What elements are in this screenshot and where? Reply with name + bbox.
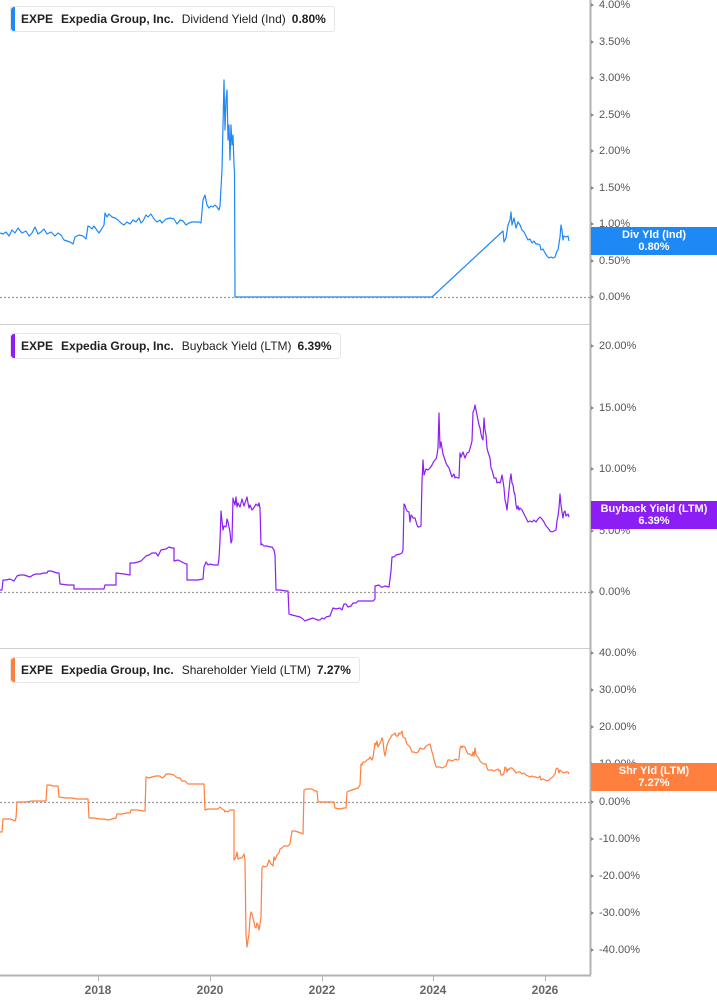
legend-dividend-yield: EXPE Expedia Group, Inc. Dividend Yield … xyxy=(10,6,335,32)
y-tick-label: 10.00% xyxy=(599,463,637,475)
company-name: Expedia Group, Inc. xyxy=(61,339,174,353)
y-tick-label: 3.00% xyxy=(599,72,631,84)
metric-value: 6.39% xyxy=(297,339,332,353)
tag-label: Shr Yld (LTM) xyxy=(618,765,690,777)
y-tick-label: 15.00% xyxy=(599,402,637,414)
y-tick-label: 0.00% xyxy=(599,291,631,303)
series-color-swatch xyxy=(11,334,15,358)
series-color-swatch xyxy=(11,7,15,31)
metric-name: Shareholder Yield (LTM) xyxy=(181,663,311,677)
series-color-swatch xyxy=(11,658,15,682)
tag-value: 6.39% xyxy=(638,515,670,527)
y-tick-label: 40.00% xyxy=(599,647,637,659)
x-tick-label: 2026 xyxy=(531,983,559,997)
last-value-tag-dividend: Div Yld (Ind) 0.80% xyxy=(591,227,717,255)
y-tick-label: 30.00% xyxy=(599,684,637,696)
ticker: EXPE xyxy=(21,12,54,26)
tag-label: Div Yld (Ind) xyxy=(622,229,686,241)
y-tick-label: -20.00% xyxy=(599,870,640,882)
company-name: Expedia Group, Inc. xyxy=(61,12,174,26)
dividend-yield-line xyxy=(0,79,570,298)
y-tick-marks xyxy=(591,3,594,952)
tag-value: 0.80% xyxy=(638,241,670,253)
ticker: EXPE xyxy=(21,663,54,677)
company-name: Expedia Group, Inc. xyxy=(61,663,174,677)
metric-name: Buyback Yield (LTM) xyxy=(181,339,292,353)
tag-value: 7.27% xyxy=(638,777,670,789)
shareholder-yield-line xyxy=(0,730,570,948)
metric-value: 0.80% xyxy=(291,12,326,26)
tag-label: Buyback Yield (LTM) xyxy=(600,503,708,515)
y-tick-label: -10.00% xyxy=(599,833,640,845)
y-tick-label: 3.50% xyxy=(599,36,631,48)
x-tick-label: 2018 xyxy=(84,983,112,997)
x-tick-label: 2020 xyxy=(196,983,224,997)
last-value-tag-buyback: Buyback Yield (LTM) 6.39% xyxy=(591,501,717,529)
y-tick-label: 0.50% xyxy=(599,255,631,267)
x-tick-label: 2022 xyxy=(308,983,336,997)
ticker: EXPE xyxy=(21,339,54,353)
legend-buyback-yield: EXPE Expedia Group, Inc. Buyback Yield (… xyxy=(10,333,341,359)
metric-name: Dividend Yield (Ind) xyxy=(181,12,286,26)
buyback-yield-line xyxy=(0,404,570,622)
x-tick-label: 2024 xyxy=(419,983,447,997)
y-tick-label: -40.00% xyxy=(599,944,640,956)
y-tick-label: 4.00% xyxy=(599,0,631,11)
y-tick-label: 2.00% xyxy=(599,145,631,157)
y-tick-label: 20.00% xyxy=(599,721,637,733)
y-tick-label: 20.00% xyxy=(599,340,637,352)
last-value-tag-shareholder: Shr Yld (LTM) 7.27% xyxy=(591,763,717,791)
y-tick-label: 1.50% xyxy=(599,182,631,194)
x-ticks xyxy=(98,975,546,981)
legend-shareholder-yield: EXPE Expedia Group, Inc. Shareholder Yie… xyxy=(10,657,360,683)
metric-value: 7.27% xyxy=(316,663,351,677)
y-tick-label: -30.00% xyxy=(599,907,640,919)
y-tick-label: 0.00% xyxy=(599,586,631,598)
y-tick-label: 2.50% xyxy=(599,109,631,121)
y-tick-label: 0.00% xyxy=(599,796,631,808)
